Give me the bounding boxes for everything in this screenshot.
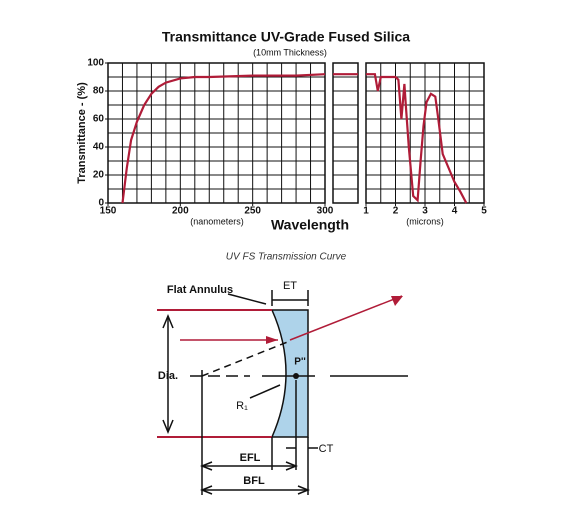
data-line bbox=[366, 73, 468, 204]
data-line bbox=[121, 73, 326, 204]
x-tick-label: 2 bbox=[393, 206, 399, 217]
x-tick-label: 1 bbox=[363, 206, 369, 217]
arrowhead bbox=[266, 336, 278, 344]
arrowhead bbox=[199, 461, 299, 471]
y-axis-label: Transmittance - (%) bbox=[76, 82, 88, 184]
label: ET bbox=[283, 280, 297, 292]
arrowhead bbox=[162, 314, 174, 434]
label: R₁ bbox=[236, 400, 248, 412]
y-tick-label: 0 bbox=[98, 198, 104, 209]
x-tick-label: 200 bbox=[172, 206, 189, 217]
lens-diagram bbox=[157, 290, 408, 495]
x-tick-label: 5 bbox=[481, 206, 487, 217]
x-axis-label: Wavelength bbox=[271, 217, 349, 233]
chart-title: Transmittance UV-Grade Fused Silica bbox=[162, 29, 410, 45]
y-tick-label: 80 bbox=[93, 86, 105, 97]
label: BFL bbox=[243, 475, 265, 487]
x-tick-label: 300 bbox=[317, 206, 334, 217]
label: EFL bbox=[240, 452, 261, 464]
virtual-ray bbox=[201, 340, 291, 377]
y-tick-label: 20 bbox=[93, 170, 105, 181]
y-tick-label: 40 bbox=[93, 142, 105, 153]
label: Flat Annulus bbox=[167, 284, 233, 296]
x-unit-label: (nanometers) bbox=[190, 216, 244, 226]
leader bbox=[227, 293, 267, 305]
x-tick-label: 150 bbox=[100, 206, 117, 217]
label: P'' bbox=[294, 357, 305, 368]
chart-subtitle: (10mm Thickness) bbox=[253, 47, 327, 57]
x-tick-label: 4 bbox=[452, 206, 458, 217]
plot-frame bbox=[332, 62, 359, 204]
x-tick-label: 250 bbox=[244, 206, 261, 217]
plot-frame bbox=[365, 62, 485, 204]
x-unit-label: (microns) bbox=[406, 216, 444, 226]
y-tick-label: 60 bbox=[93, 114, 105, 125]
label: CT bbox=[319, 443, 334, 455]
caption: UV FS Transmission Curve bbox=[226, 252, 347, 263]
leader bbox=[249, 384, 281, 399]
x-tick-label: 3 bbox=[422, 206, 428, 217]
principal-point bbox=[293, 373, 299, 379]
plot-frame bbox=[107, 62, 326, 204]
arrowhead bbox=[199, 485, 311, 495]
lens bbox=[270, 309, 309, 438]
y-tick-label: 100 bbox=[87, 58, 104, 69]
arrowhead bbox=[391, 296, 403, 306]
label: Dia. bbox=[158, 370, 178, 382]
ray-out bbox=[289, 295, 403, 341]
